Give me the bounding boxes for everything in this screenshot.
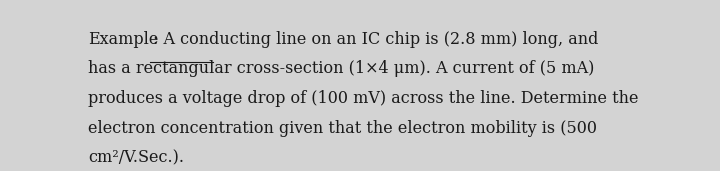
Text: produces a voltage drop of (100 mV) across the line. Determine the: produces a voltage drop of (100 mV) acro… [88, 90, 639, 107]
Text: : A conducting line on an IC chip is (2.8 mm) long, and: : A conducting line on an IC chip is (2.… [153, 31, 598, 48]
Text: cm²/V.Sec.).: cm²/V.Sec.). [88, 149, 184, 166]
Text: Example: Example [88, 31, 158, 48]
Text: has a rectangular cross-section (1×4 μm). A current of (5 mA): has a rectangular cross-section (1×4 μm)… [88, 60, 595, 77]
Text: electron concentration given that the electron mobility is (500: electron concentration given that the el… [88, 120, 597, 137]
